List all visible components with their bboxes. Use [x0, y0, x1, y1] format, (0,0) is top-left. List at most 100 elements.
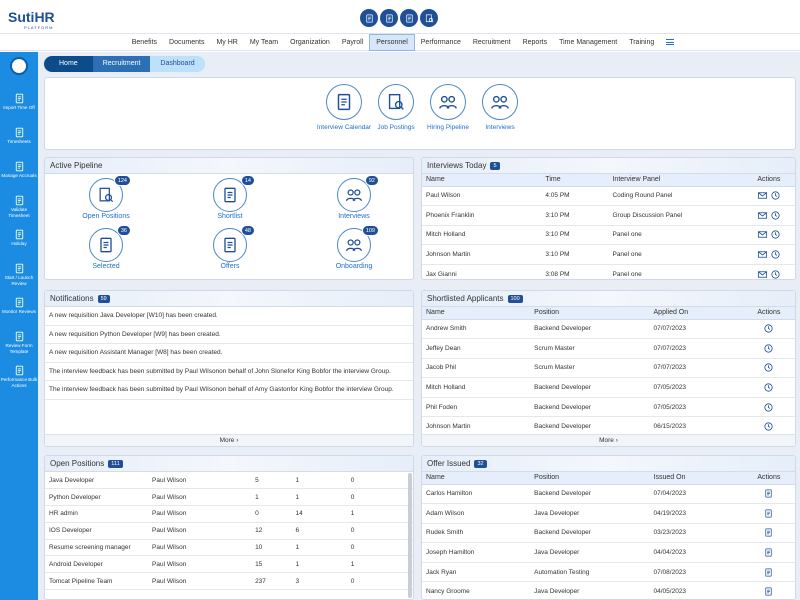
quick-link[interactable]: Job Postings — [375, 84, 417, 131]
doc-icon[interactable] — [763, 488, 774, 499]
table-cell: 1 — [251, 488, 292, 507]
icon-shape — [771, 211, 780, 220]
breadcrumb-item[interactable]: Home — [44, 56, 93, 72]
table-cell: Joseph Hamilton — [422, 542, 531, 563]
nav-item[interactable]: Organization — [290, 38, 330, 46]
clock-icon[interactable] — [763, 362, 774, 373]
sidebar-item[interactable]: Timesheets — [0, 126, 38, 145]
clock-icon[interactable] — [770, 249, 781, 260]
sidebar-home[interactable] — [10, 57, 28, 75]
table-row: Phoenix Franklin 3:10 PM Group Discussion … — [422, 205, 795, 226]
doc-icon — [15, 331, 23, 342]
nav-item[interactable]: Performance — [420, 38, 461, 46]
clock-icon[interactable] — [763, 382, 774, 393]
icon-shape — [405, 13, 413, 23]
open-positions-panel: Open Positions 111 Java Developer Paul Wils… — [44, 455, 414, 600]
icon-shape — [354, 189, 361, 196]
mail-icon[interactable] — [757, 249, 768, 260]
nav-item[interactable]: Documents — [169, 38, 205, 46]
quick-link-circle — [482, 84, 518, 120]
nav-item[interactable]: Payroll — [341, 38, 364, 46]
clock-icon[interactable] — [770, 210, 781, 221]
table-cell: Jack Ryan — [422, 562, 531, 583]
sidebar-item[interactable]: Import Time Off — [0, 92, 38, 111]
pipeline-item[interactable]: 124 Open Positions — [66, 175, 146, 220]
pipeline-item[interactable]: 92 Interviews — [314, 175, 394, 220]
pipeline-item[interactable]: 109 Onboarding — [314, 225, 394, 270]
clock-icon[interactable] — [770, 229, 781, 240]
logo[interactable]: SutiHR — [8, 9, 55, 25]
icon-shape — [400, 106, 404, 110]
pipeline-item[interactable]: 14 Shortlist — [190, 175, 270, 220]
doc-icon[interactable] — [763, 508, 774, 519]
table-cell: Backend Developer — [530, 397, 650, 418]
pipeline-count: 48 — [240, 225, 255, 236]
nav-item[interactable]: Training — [629, 38, 655, 46]
icon-shape — [757, 192, 767, 197]
sidebar-item[interactable]: Performance Bulk Actions — [0, 364, 38, 388]
doc-icon[interactable] — [763, 527, 774, 538]
doc-icon[interactable] — [763, 547, 774, 558]
mail-icon[interactable] — [757, 190, 768, 201]
clock-icon[interactable] — [763, 323, 774, 334]
logo-tagline: PLATFORM — [24, 25, 54, 30]
mail-icon[interactable] — [757, 210, 768, 221]
icon-shape — [354, 239, 361, 246]
sidebar-item[interactable]: Manage Accruals — [0, 160, 38, 179]
doc-icon — [224, 237, 236, 253]
quick-link[interactable]: Hiring Pipeline — [427, 84, 469, 131]
quick-link[interactable]: Interview Calendar — [317, 84, 371, 131]
table-cell: Java Developer — [530, 581, 650, 599]
sidebar-item[interactable]: Holiday — [0, 228, 38, 247]
mail-icon[interactable] — [757, 229, 768, 240]
more-link[interactable]: More › — [45, 434, 413, 446]
table-cell: HR admin — [45, 505, 149, 523]
mail-icon[interactable] — [757, 269, 768, 280]
sidebar-item[interactable]: Review Form Template — [0, 330, 38, 354]
nav-item[interactable]: Benefits — [131, 38, 158, 46]
table-cell: Java Developer — [45, 472, 149, 490]
doc-icon[interactable] — [763, 586, 774, 597]
nav-item[interactable]: My HR — [216, 38, 238, 46]
more-link[interactable]: More › — [422, 434, 795, 446]
app-switch-button[interactable] — [400, 9, 418, 27]
doc-icon[interactable] — [763, 567, 774, 578]
sidebar-item[interactable]: Monitor Reviews — [0, 296, 38, 315]
app-switch-button[interactable] — [380, 9, 398, 27]
nav-item[interactable]: Reports — [522, 38, 548, 46]
pipeline-circle: 109 — [337, 225, 379, 262]
active-pipeline-panel: Active Pipeline 124 Open Positions 14 Shortl… — [44, 157, 414, 280]
app-switch-button[interactable] — [360, 9, 378, 27]
sidebar-item[interactable]: Start / Launch Review — [0, 262, 38, 286]
icon-shape — [764, 422, 773, 431]
count-badge: 5 — [490, 161, 500, 170]
quick-link[interactable]: Interviews — [479, 84, 521, 131]
clock-icon[interactable] — [763, 343, 774, 354]
pipeline-circle: 92 — [337, 175, 379, 212]
nav-item[interactable]: Recruitment — [472, 38, 511, 46]
breadcrumb-item[interactable]: Recruitment — [92, 56, 151, 72]
pipeline-count: 124 — [113, 175, 131, 186]
app-switch-button[interactable] — [420, 9, 438, 27]
nav-item[interactable]: Time Management — [559, 38, 618, 46]
clock-icon[interactable] — [763, 402, 774, 413]
table-cell: Tomcat Pipeline Team — [45, 572, 149, 591]
table-row: Android Developer Paul Wilson 15 1 1 — [45, 555, 413, 574]
clock-icon[interactable] — [770, 269, 781, 280]
nav-item[interactable]: Personnel — [369, 33, 415, 51]
icon-shape — [492, 95, 500, 103]
pipeline-label: Open Positions — [82, 213, 130, 220]
sidebar-item[interactable]: Validate Timesheet — [0, 194, 38, 218]
nav-item[interactable]: My Team — [249, 38, 279, 46]
clock-icon[interactable] — [770, 190, 781, 201]
pipeline-item[interactable]: 48 Offers — [190, 225, 270, 270]
actions-cell — [742, 358, 795, 379]
scrollbar — [408, 473, 412, 598]
icon-shape — [757, 231, 767, 239]
breadcrumb-item[interactable]: Dashboard — [150, 56, 205, 72]
clock-icon[interactable] — [763, 421, 774, 432]
menu-button[interactable] — [666, 39, 675, 45]
actions-cell — [742, 484, 795, 505]
pipeline-item[interactable]: 36 Selected — [66, 225, 146, 270]
icon-shape — [345, 247, 363, 252]
